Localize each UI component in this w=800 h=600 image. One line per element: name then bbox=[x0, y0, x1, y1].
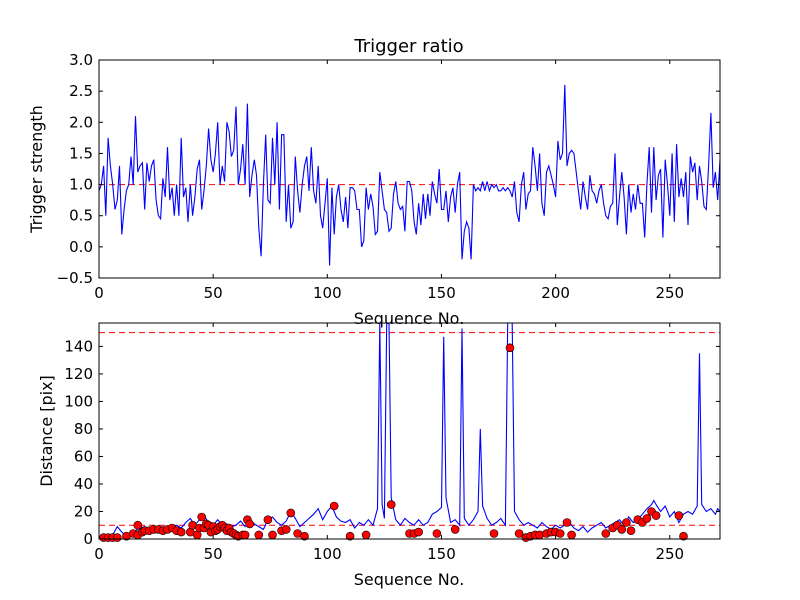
marker-point bbox=[679, 531, 688, 541]
x-tick-label: 50 bbox=[204, 284, 223, 302]
y-axis-label: Distance [pix] bbox=[37, 375, 56, 487]
series-line bbox=[99, 84, 720, 266]
plot-frame bbox=[98, 322, 721, 540]
y-tick-label: 1.0 bbox=[69, 176, 93, 194]
marker-point bbox=[642, 514, 652, 523]
marker-point bbox=[432, 529, 442, 538]
y-tick-label: −0.5 bbox=[57, 269, 93, 287]
marker-point bbox=[113, 533, 122, 542]
marker-point bbox=[489, 529, 499, 538]
marker-point bbox=[617, 525, 627, 534]
chart-trigger-ratio: Trigger ratio 0 50 100 150 200 250 −0.5 0.0 0.5… bbox=[27, 36, 721, 328]
x-tick-label: 250 bbox=[655, 284, 684, 302]
marker-point bbox=[286, 508, 296, 518]
x-axis-ticks: 0 50 100 150 200 250 bbox=[94, 60, 684, 302]
marker-point bbox=[505, 343, 515, 353]
x-axis-ticks: 0 50 100 150 200 250 bbox=[94, 323, 684, 563]
x-axis-label: Sequence No. bbox=[354, 570, 465, 589]
marker-point bbox=[626, 526, 636, 536]
marker-point bbox=[414, 527, 423, 537]
y-tick-label: 0.5 bbox=[69, 207, 93, 225]
y-tick-label: 0.0 bbox=[69, 238, 93, 256]
chart-title: Trigger ratio bbox=[353, 36, 463, 57]
x-tick-label: 50 bbox=[204, 545, 223, 563]
x-tick-label: 100 bbox=[313, 284, 342, 302]
marker-point bbox=[555, 529, 565, 538]
marker-point bbox=[197, 512, 206, 522]
marker-point bbox=[300, 531, 309, 541]
plot-frame bbox=[98, 59, 721, 279]
y-tick-label: 2.5 bbox=[69, 82, 93, 100]
y-tick-label: 120 bbox=[64, 365, 93, 383]
marker-point bbox=[562, 518, 572, 527]
y-tick-label: 0 bbox=[83, 530, 93, 548]
x-tick-label: 150 bbox=[427, 545, 456, 563]
x-tick-label: 0 bbox=[94, 545, 104, 563]
marker-point bbox=[133, 520, 143, 530]
marker-point bbox=[240, 530, 250, 540]
marker-point bbox=[345, 531, 355, 541]
marker-point bbox=[674, 511, 684, 520]
x-tick-label: 200 bbox=[541, 545, 570, 563]
y-axis-ticks: −0.5 0.0 0.5 1.0 1.5 2.0 2.5 3.0 bbox=[57, 51, 720, 287]
marker-point bbox=[535, 530, 544, 540]
y-tick-label: 1.5 bbox=[69, 144, 93, 162]
marker-point bbox=[254, 530, 264, 540]
marker-point bbox=[386, 500, 396, 509]
marker-point bbox=[651, 511, 661, 520]
marker-point bbox=[622, 518, 631, 527]
marker-points bbox=[99, 343, 688, 542]
x-tick-label: 100 bbox=[313, 545, 342, 563]
y-tick-label: 20 bbox=[74, 502, 93, 520]
marker-point bbox=[245, 519, 254, 529]
y-axis-label: Trigger strength bbox=[27, 105, 46, 234]
series-line-trigger-strength bbox=[99, 84, 720, 266]
y-tick-label: 60 bbox=[74, 447, 93, 465]
y-tick-label: 100 bbox=[64, 392, 93, 410]
marker-point bbox=[567, 530, 576, 540]
y-tick-label: 2.0 bbox=[69, 113, 93, 131]
marker-point bbox=[176, 527, 186, 537]
y-tick-label: 3.0 bbox=[69, 51, 93, 69]
y-axis-ticks: 0 20 40 60 80 100 120 140 bbox=[64, 337, 720, 548]
marker-point bbox=[268, 530, 277, 540]
x-tick-label: 150 bbox=[427, 284, 456, 302]
x-axis-label: Sequence No. bbox=[354, 309, 465, 328]
y-tick-label: 140 bbox=[64, 337, 93, 355]
marker-point bbox=[450, 525, 460, 534]
marker-point bbox=[329, 501, 339, 511]
marker-point bbox=[514, 529, 524, 538]
marker-point bbox=[601, 529, 611, 538]
marker-point bbox=[281, 525, 291, 534]
x-tick-label: 0 bbox=[94, 284, 104, 302]
marker-point bbox=[263, 515, 273, 525]
chart-distance: 0 50 100 150 200 250 0 20 40 60 80 100 120 140 Seque… bbox=[37, 322, 721, 589]
x-tick-label: 200 bbox=[541, 284, 570, 302]
y-tick-label: 80 bbox=[74, 420, 93, 438]
x-tick-label: 250 bbox=[655, 545, 684, 563]
y-tick-label: 40 bbox=[74, 475, 93, 493]
marker-point bbox=[361, 530, 371, 540]
